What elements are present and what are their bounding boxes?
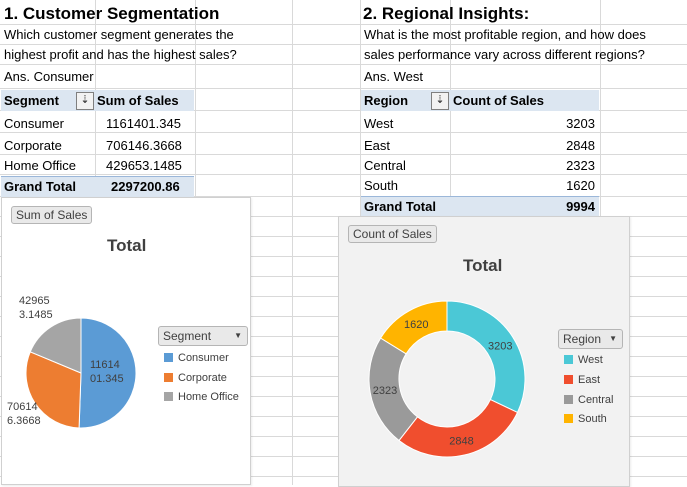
legend-swatch	[164, 392, 173, 401]
answer-text: Ans. Consumer	[4, 69, 94, 84]
pivot-row-label: Home Office	[4, 158, 77, 173]
pivot-row-label: West	[364, 116, 394, 131]
chevron-down-icon: ▼	[234, 331, 242, 340]
data-label-central: 2323	[373, 385, 397, 397]
pie-slice-consumer[interactable]	[78, 317, 137, 429]
field-button-sum-of-sales[interactable]: Sum of Sales	[11, 206, 93, 224]
pivot-col-region: Region	[364, 93, 409, 108]
chart-title: Total	[107, 236, 147, 255]
sort-filter-icon[interactable]: ⇣	[76, 92, 94, 110]
doughnut-chart-count-by-region[interactable]: Count of Sales Total 3203 2848 2323 1620 Re…	[338, 216, 630, 487]
legend-label: Home Office	[178, 391, 239, 403]
doughnut-plot-area: 3203 2848 2323 1620	[368, 300, 526, 458]
legend-title: Region	[563, 332, 602, 346]
data-label-consumer: 11614 01.345	[90, 358, 124, 386]
pivot-row-value: 2323	[566, 158, 595, 173]
legend-label: Corporate	[178, 372, 227, 384]
legend-swatch	[164, 353, 173, 362]
doughnut-slice-south[interactable]	[379, 300, 448, 355]
legend-item-central: Central	[564, 393, 613, 407]
pivot-total-label: Grand Total	[364, 199, 436, 214]
pivot-total-value: 2297200.86	[111, 179, 180, 194]
pivot-row-value: 706146.3668	[106, 138, 182, 153]
legend-filter-segment[interactable]: Segment ▼	[158, 326, 248, 346]
data-label-line1: 11614	[90, 359, 120, 371]
sort-filter-icon[interactable]: ⇣	[431, 92, 449, 110]
legend-label: Consumer	[178, 352, 229, 364]
doughnut-slice-west[interactable]	[446, 300, 526, 414]
legend-swatch	[564, 375, 573, 384]
legend-label: West	[578, 354, 603, 366]
pivot-row-value: 1620	[566, 178, 595, 193]
data-label-corporate: 70614 6.3668	[7, 400, 41, 428]
pie-slice-corporate[interactable]	[25, 351, 82, 429]
data-label-west: 3203	[488, 340, 512, 352]
legend-item-corporate: Corporate	[164, 371, 227, 385]
pivot-header-row	[361, 90, 599, 111]
data-label-line1: 42965	[19, 295, 50, 307]
pivot-row-value: 1161401.345	[106, 116, 181, 131]
legend-title: Segment	[163, 329, 212, 343]
doughnut-slice-east[interactable]	[398, 398, 519, 458]
field-button-count-of-sales[interactable]: Count of Sales	[348, 225, 437, 243]
pivot-col-count-of-sales: Count of Sales	[453, 93, 545, 108]
legend-swatch	[564, 395, 573, 404]
question-text-line1: Which customer segment generates the	[4, 27, 234, 42]
chart-title: Total	[463, 256, 503, 275]
section-heading-customer-segmentation: 1. Customer Segmentation	[4, 4, 220, 23]
data-label-south: 1620	[404, 319, 428, 331]
question-text-line1: What is the most profitable region, and …	[364, 27, 646, 42]
legend-item-home-office: Home Office	[164, 390, 239, 404]
pivot-row-label: Central	[364, 158, 406, 173]
pivot-total-row	[361, 196, 599, 218]
legend-item-consumer: Consumer	[164, 351, 229, 365]
legend-filter-region[interactable]: Region ▼	[558, 329, 623, 349]
pivot-total-label: Grand Total	[4, 179, 76, 194]
legend-item-west: West	[564, 353, 603, 367]
pivot-row-value: 3203	[566, 116, 595, 131]
pie-plot-area	[25, 317, 137, 429]
pivot-row-label: East	[364, 138, 391, 153]
legend-label: East	[578, 374, 601, 386]
legend-swatch	[564, 414, 573, 423]
legend-item-south: South	[564, 412, 607, 426]
pivot-header-row	[1, 90, 194, 111]
chevron-down-icon: ▼	[609, 334, 617, 343]
section-heading-regional-insights: 2. Regional Insights:	[363, 4, 530, 23]
data-label-line2: 01.345	[90, 373, 124, 385]
legend-swatch	[164, 373, 173, 382]
pivot-row-label: South	[364, 178, 398, 193]
data-label-line1: 70614	[7, 401, 38, 413]
pie-slice-home-office[interactable]	[29, 317, 82, 374]
legend-item-east: East	[564, 373, 600, 387]
pivot-col-sum-of-sales: Sum of Sales	[97, 93, 179, 108]
data-label-line2: 6.3668	[7, 415, 41, 427]
pivot-row-label: Corporate	[4, 138, 62, 153]
data-label-home-office: 42965 3.1485	[19, 294, 53, 322]
pivot-row-value: 2848	[566, 138, 595, 153]
pivot-row-value: 429653.1485	[106, 158, 182, 173]
pivot-col-segment: Segment	[4, 93, 59, 108]
pivot-row-label: Consumer	[4, 116, 64, 131]
legend-label: South	[578, 413, 607, 425]
pivot-total-row	[1, 176, 194, 198]
legend-label: Central	[578, 394, 614, 406]
data-label-line2: 3.1485	[19, 309, 53, 321]
legend-swatch	[564, 355, 573, 364]
question-text-line2: highest profit and has the highest sales…	[4, 47, 237, 62]
data-label-east: 2848	[449, 435, 473, 447]
answer-text: Ans. West	[364, 69, 424, 84]
pie-chart-sales-by-segment[interactable]: Sum of Sales Total 11614 01.345 70614 6.…	[1, 197, 251, 485]
question-text-line2: sales performance vary across different …	[364, 47, 645, 62]
pivot-total-value: 9994	[566, 199, 595, 214]
